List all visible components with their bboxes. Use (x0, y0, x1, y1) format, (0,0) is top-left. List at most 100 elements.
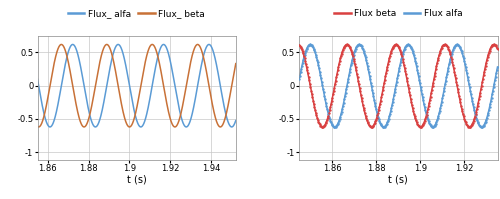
Point (473, 118, 481, 121)
Point (310, 105, 318, 109)
Point (463, 124, 471, 127)
Point (456, 45, 464, 48)
Point (402, 73, 410, 76)
Point (456, 98, 464, 101)
Point (327, 103, 335, 106)
Point (381, 78, 389, 82)
Point (320, 124, 328, 127)
Point (322, 104, 330, 107)
Point (449, 48, 457, 52)
Point (422, 111, 430, 114)
Point (332, 79, 340, 82)
Point (450, 70, 458, 73)
Point (308, 93, 316, 96)
Point (398, 55, 406, 58)
Point (486, 49, 494, 52)
Point (442, 79, 450, 83)
Point (461, 62, 469, 65)
Point (357, 93, 365, 96)
Point (296, 45, 304, 48)
Point (400, 60, 407, 63)
Point (339, 48, 347, 51)
Point (308, 44, 316, 47)
Point (448, 50, 456, 53)
Point (318, 80, 326, 84)
Point (334, 66, 342, 69)
Point (491, 43, 499, 46)
Point (394, 70, 402, 73)
Point (392, 43, 400, 46)
Point (358, 100, 366, 103)
Point (420, 121, 428, 124)
Point (318, 125, 326, 129)
Point (487, 46, 495, 49)
Point (377, 99, 385, 102)
Point (355, 43, 363, 46)
Point (295, 78, 303, 81)
Point (481, 67, 489, 70)
Point (458, 110, 466, 113)
Point (365, 123, 373, 126)
Point (374, 113, 382, 116)
Point (440, 43, 448, 46)
Point (426, 123, 434, 126)
Point (351, 63, 359, 66)
Point (350, 57, 358, 60)
Point (362, 116, 370, 120)
Point (460, 57, 468, 60)
Point (475, 123, 483, 126)
Point (324, 112, 332, 116)
Point (448, 52, 456, 56)
Point (491, 79, 499, 82)
Point (434, 114, 442, 117)
Point (428, 88, 436, 91)
Point (402, 69, 409, 73)
Point (373, 110, 381, 114)
Point (466, 125, 473, 129)
Point (423, 111, 431, 114)
Point (380, 82, 388, 85)
Point (484, 53, 492, 56)
Point (400, 47, 408, 50)
Point (464, 124, 471, 128)
Point (424, 120, 432, 123)
Point (311, 51, 319, 54)
Point (359, 47, 367, 51)
Point (408, 50, 416, 53)
Point (379, 89, 387, 92)
Point (368, 88, 376, 91)
Point (443, 72, 451, 76)
Legend: Flux_ alfa, Flux_ beta: Flux_ alfa, Flux_ beta (64, 6, 208, 22)
Point (400, 51, 407, 54)
Point (412, 62, 420, 65)
Point (298, 64, 306, 68)
Point (394, 45, 402, 49)
Point (328, 122, 336, 126)
Point (342, 91, 349, 94)
Point (350, 60, 358, 63)
Point (465, 82, 473, 85)
Point (356, 43, 364, 46)
Point (404, 43, 411, 46)
Point (368, 85, 376, 88)
Point (408, 48, 416, 51)
Point (384, 117, 392, 120)
Point (332, 124, 340, 128)
Point (316, 123, 324, 126)
Point (467, 124, 475, 128)
Point (318, 84, 326, 87)
Point (470, 119, 478, 122)
Point (362, 56, 370, 59)
Point (324, 114, 332, 117)
Point (379, 125, 387, 128)
Point (462, 122, 470, 126)
Point (402, 44, 410, 48)
Point (390, 94, 398, 97)
Point (404, 80, 411, 83)
Point (427, 92, 435, 95)
Point (454, 87, 462, 91)
Point (454, 43, 462, 46)
Point (310, 49, 318, 52)
Point (408, 100, 416, 103)
Point (414, 124, 422, 127)
